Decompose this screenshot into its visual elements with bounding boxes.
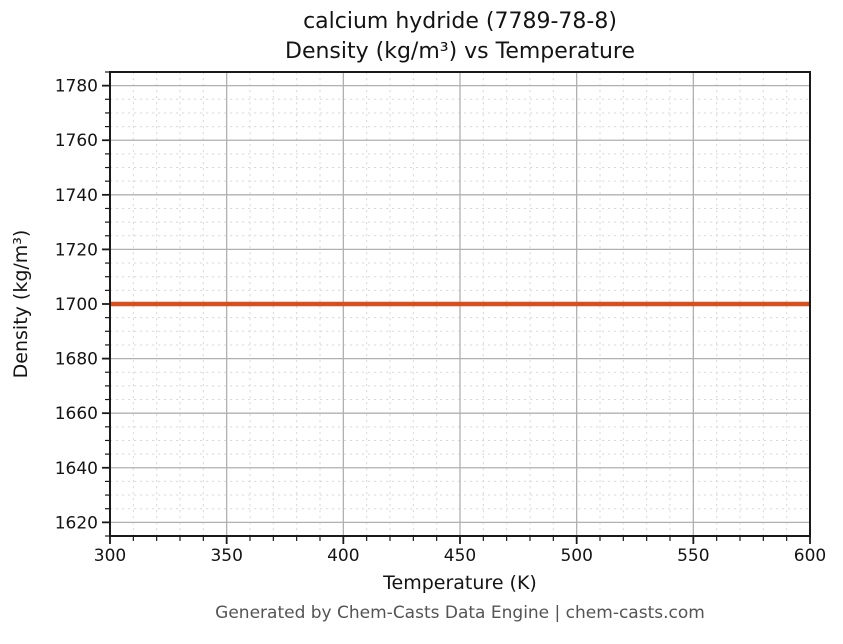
x-tick-label: 500 — [560, 546, 592, 566]
tick-marks — [102, 71, 811, 544]
y-tick-label: 1660 — [55, 404, 98, 424]
y-tick-label: 1640 — [55, 459, 98, 479]
plot-spines — [109, 71, 811, 537]
y-tick-label: 1680 — [55, 350, 98, 370]
chart-title-line1: calcium hydride (7789-78-8) — [303, 9, 617, 34]
x-axis-label: Temperature (K) — [383, 572, 537, 594]
footer-attribution: Generated by Chem-Casts Data Engine | ch… — [215, 603, 705, 623]
x-tick-label: 300 — [94, 546, 126, 566]
x-tick-label: 400 — [327, 546, 359, 566]
y-tick-label: 1760 — [55, 131, 98, 151]
x-tick-label: 550 — [677, 546, 709, 566]
y-tick-label: 1780 — [55, 77, 98, 97]
y-tick-label: 1620 — [55, 513, 98, 533]
tick-labels: 300 350 400 450 500 550 600 1620 1640 1660 1680 170… — [55, 77, 826, 566]
y-tick-label: 1720 — [55, 240, 98, 260]
x-tick-label: 600 — [794, 546, 826, 566]
chart-title: calcium hydride (7789-78-8) Density (kg/… — [110, 7, 810, 67]
y-axis-label: Density (kg/m³) — [10, 229, 32, 379]
x-tick-label: 450 — [444, 546, 476, 566]
y-tick-label: 1740 — [55, 186, 98, 206]
y-tick-label: 1700 — [55, 295, 98, 315]
chart-title-line2: Density (kg/m³) vs Temperature — [285, 39, 635, 64]
x-tick-label: 350 — [210, 546, 242, 566]
